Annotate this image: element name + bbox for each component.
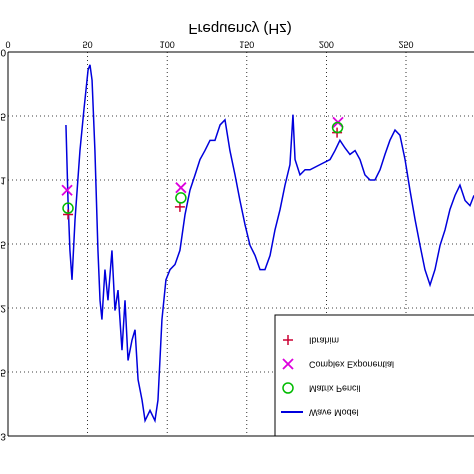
y-tick-label: 0 xyxy=(0,46,6,57)
marker-part xyxy=(283,335,293,345)
marker-part xyxy=(282,358,294,370)
y-tick-label: -1 xyxy=(0,174,6,185)
y-tick-label: -1.5 xyxy=(0,238,6,249)
marker-cross xyxy=(282,358,294,370)
marker-part xyxy=(175,192,187,204)
legend: Ibrahim Complex Exponential Matrix Pencil W… xyxy=(274,314,474,437)
legend-label: Matrix Pencil xyxy=(309,384,361,394)
marker-circle xyxy=(175,192,187,204)
y-tick-label: -3 xyxy=(0,430,6,441)
y-tick-label: -2 xyxy=(0,302,6,313)
marker-circle xyxy=(282,382,294,394)
marker-circle xyxy=(62,202,74,214)
x-tick-label: 50 xyxy=(83,40,93,50)
legend-label: Wave Model xyxy=(309,408,359,418)
marker-circle xyxy=(331,121,344,134)
x-tick-label: 150 xyxy=(239,40,254,50)
x-tick-label: 0 xyxy=(5,40,10,50)
marker-part xyxy=(62,202,74,214)
marker-part xyxy=(175,182,187,194)
legend-label: Ibrahim xyxy=(309,336,339,346)
y-tick-label: -2.5 xyxy=(0,366,6,377)
marker-part xyxy=(331,121,344,134)
marker-cross xyxy=(175,182,187,194)
marker-part xyxy=(282,382,294,394)
marker-part xyxy=(63,209,74,220)
x-tick-label: 250 xyxy=(398,40,413,50)
data-line xyxy=(65,64,474,424)
marker-cross xyxy=(61,184,73,196)
x-axis-label: Frequency (Hz) xyxy=(188,20,291,37)
marker-plus xyxy=(63,209,74,220)
x-tick-label: 200 xyxy=(319,40,334,50)
x-tick-label: 100 xyxy=(160,40,175,50)
marker-plus xyxy=(283,335,293,345)
legend-label: Complex Exponential xyxy=(309,360,394,370)
legend-box xyxy=(274,314,474,437)
y-tick-label: -0.5 xyxy=(0,110,6,121)
marker-part xyxy=(61,184,73,196)
